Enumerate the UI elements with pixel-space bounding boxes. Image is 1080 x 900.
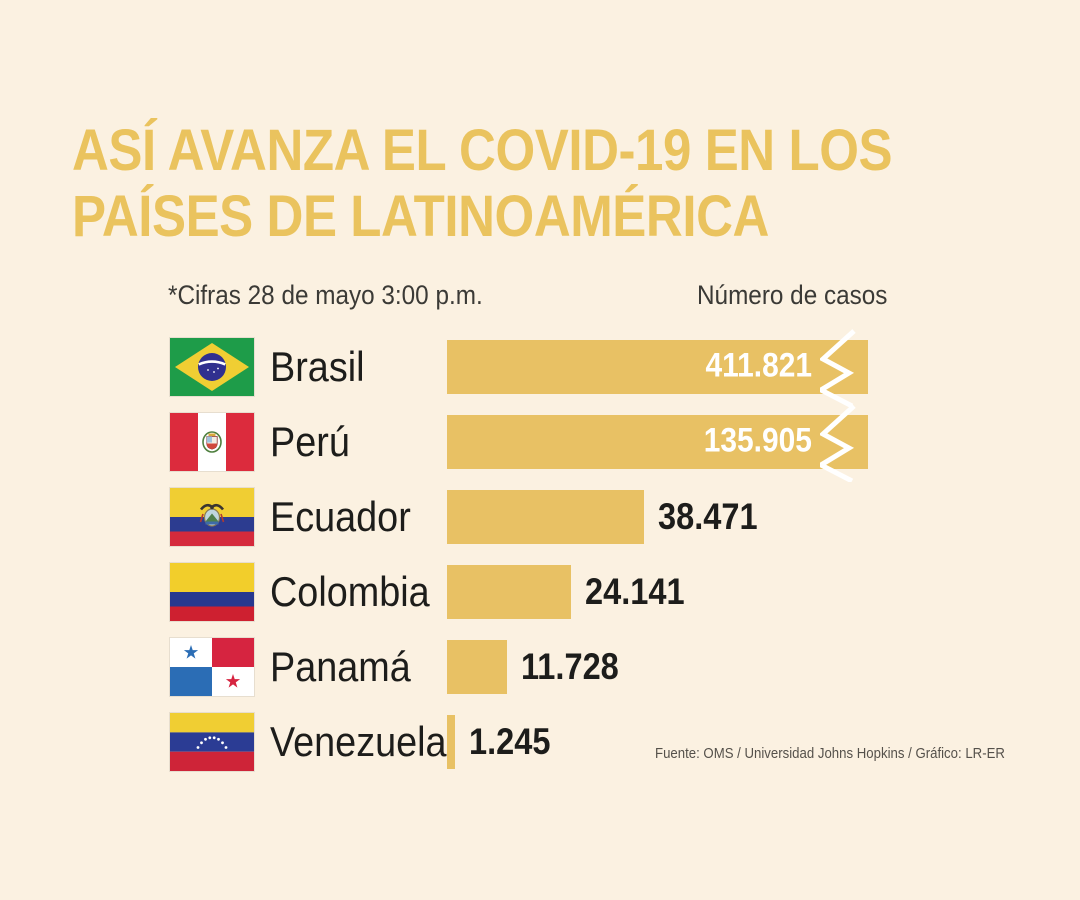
value-label: 1.245 (469, 721, 551, 762)
value-label: 11.728 (521, 646, 619, 687)
country-label: Colombia (270, 568, 430, 615)
chart-row-venezuela: Venezuela 1.245 1.245 (170, 713, 1060, 771)
ecuador-flag-icon (170, 488, 254, 546)
source-credit: Fuente: OMS / Universidad Johns Hopkins … (655, 745, 1005, 762)
panama-flag-icon (170, 638, 254, 696)
bar-chart: Brasil 411.821 411.821 (170, 329, 1060, 788)
bar-peru: 135.905 (447, 404, 868, 482)
value-label: 411.821 (705, 346, 812, 385)
peru-flag-icon (170, 413, 254, 471)
bar-panama: 11.728 (447, 640, 507, 694)
colombia-flag-icon (170, 563, 254, 621)
bar-zone: 38.471 38.471 (447, 488, 1060, 546)
chart-row-brasil: Brasil 411.821 411.821 (170, 329, 1060, 407)
page-title-line1: ASÍ AVANZA EL COVID-19 EN LOS (72, 118, 893, 183)
chart-row-colombia: Colombia 24.141 24.141 (170, 563, 1060, 621)
brasil-flag-icon (170, 338, 254, 396)
page-title: ASÍ AVANZA EL COVID-19 EN LOS PAÍSES DE … (72, 118, 893, 250)
value-axis-label: Número de casos (697, 280, 888, 310)
bar-zone: 24.141 24.141 (447, 563, 1060, 621)
bar-venezuela: 1.245 (447, 715, 455, 769)
date-note: *Cifras 28 de mayo 3:00 p.m. (168, 280, 483, 310)
bar-zone: 1.245 1.245 (447, 713, 1060, 771)
country-label: Venezuela (270, 718, 447, 765)
page-title-line2: PAÍSES DE LATINOAMÉRICA (72, 184, 769, 249)
venezuela-flag-icon (170, 713, 254, 771)
country-label: Brasil (270, 343, 365, 390)
value-label: 24.141 (585, 571, 685, 612)
bar-zone: 11.728 11.728 (447, 638, 1060, 696)
bar-zone: 411.821 411.821 (447, 329, 1060, 407)
bar-break-icon (820, 404, 856, 482)
chart-row-peru: Perú 135.905 135.905 (170, 404, 1060, 482)
country-label: Panamá (270, 643, 411, 690)
bar-break-icon (820, 329, 856, 407)
value-label: 38.471 (658, 496, 758, 537)
bar-colombia: 24.141 (447, 565, 571, 619)
bar-ecuador: 38.471 (447, 490, 644, 544)
chart-row-ecuador: Ecuador 38.471 38.471 (170, 488, 1060, 546)
country-label: Perú (270, 418, 350, 465)
country-label: Ecuador (270, 493, 411, 540)
bar-brasil: 411.821 (447, 329, 868, 407)
bar-zone: 135.905 135.905 (447, 404, 1060, 482)
value-label: 135.905 (703, 421, 812, 460)
chart-row-panama: Panamá 11.728 11.728 (170, 638, 1060, 696)
